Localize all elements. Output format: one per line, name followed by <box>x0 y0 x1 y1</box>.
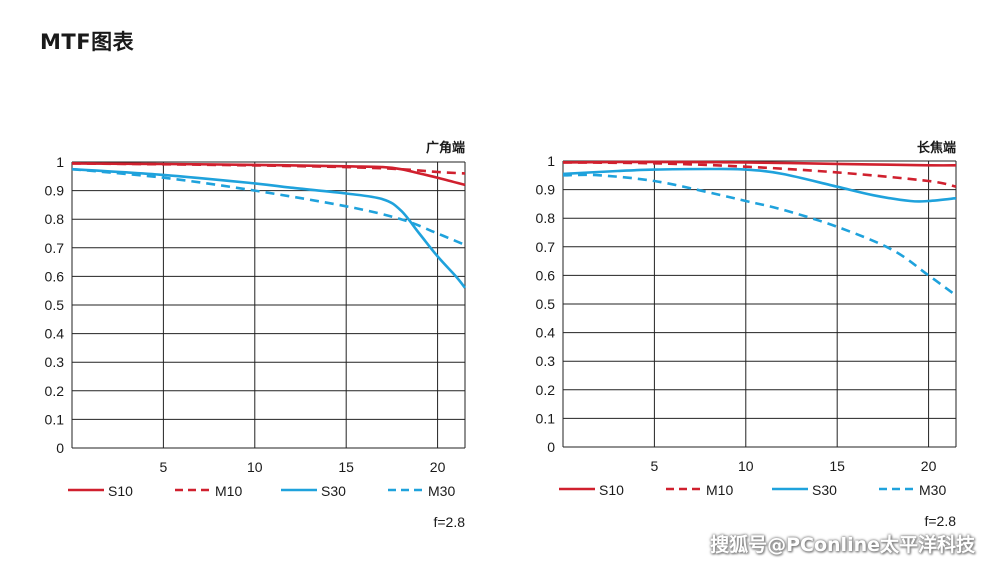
y-tick-label: 0 <box>547 439 555 455</box>
y-tick-label: 0.1 <box>45 411 65 427</box>
watermark: 搜狐号@PConline太平洋科技 <box>710 534 975 556</box>
x-tick-label: 5 <box>159 459 167 475</box>
x-tick-label: 10 <box>738 458 754 474</box>
y-tick-label: 0.7 <box>45 240 65 256</box>
x-tick-label: 20 <box>921 458 937 474</box>
legend-label-s10: S10 <box>599 482 624 498</box>
x-tick-label: 15 <box>338 459 354 475</box>
legend-label-m30: M30 <box>428 483 455 499</box>
legend-label-m30: M30 <box>919 482 946 498</box>
aperture-note: f=2.8 <box>924 513 956 529</box>
legend-label-m10: M10 <box>215 483 242 499</box>
aperture-note: f=2.8 <box>433 514 465 530</box>
y-tick-label: 0.6 <box>536 267 556 283</box>
y-tick-label: 0.8 <box>45 211 65 227</box>
series-line-m10 <box>562 161 957 188</box>
y-tick-label: 0.3 <box>45 354 65 370</box>
y-tick-label: 0.5 <box>536 296 556 312</box>
y-tick-label: 0.5 <box>45 297 65 313</box>
y-tick-label: 0.3 <box>536 353 556 369</box>
legend: S10 M10 S30 M30 <box>559 482 946 498</box>
y-tick-label: 0.4 <box>45 326 65 342</box>
y-tick-label: 0.9 <box>45 183 65 199</box>
legend-label-m10: M10 <box>706 482 733 498</box>
y-tick-label: 0.2 <box>536 382 556 398</box>
series-line-m30 <box>562 173 957 297</box>
chart-title: 长焦端 <box>917 140 956 156</box>
page-title: MTF图表 <box>40 30 135 54</box>
series-line-s30 <box>562 167 957 203</box>
x-tick-label: 20 <box>430 459 446 475</box>
mtf-chart-1: 00.10.20.30.40.50.60.70.80.915 10 15 20广角端S… <box>45 140 467 530</box>
series-line-m30 <box>71 167 466 247</box>
x-tick-label: 5 <box>650 458 658 474</box>
y-tick-label: 0.7 <box>536 239 556 255</box>
series-line-s30 <box>71 167 467 289</box>
y-tick-label: 0.1 <box>536 410 556 426</box>
x-tick-label: 15 <box>829 458 845 474</box>
chart-title: 广角端 <box>426 140 465 156</box>
x-tick-label: 10 <box>247 459 263 475</box>
series-line-m10 <box>71 162 466 175</box>
y-tick-label: 0.6 <box>45 268 65 284</box>
y-tick-label: 0 <box>56 440 64 456</box>
y-tick-label: 0.8 <box>536 210 556 226</box>
legend: S10 M10 S30 M30 <box>68 483 455 499</box>
legend-label-s30: S30 <box>321 483 346 499</box>
y-tick-label: 1 <box>56 154 64 170</box>
y-tick-label: 1 <box>547 153 555 169</box>
y-tick-label: 0.9 <box>536 182 556 198</box>
y-tick-label: 0.2 <box>45 383 65 399</box>
series-line-s10 <box>562 160 957 167</box>
y-tick-label: 0.4 <box>536 325 556 341</box>
legend-label-s10: S10 <box>108 483 133 499</box>
mtf-chart-2: 00.10.20.30.40.50.60.70.80.915 10 15 20长焦端S… <box>536 140 957 529</box>
legend-label-s30: S30 <box>812 482 837 498</box>
